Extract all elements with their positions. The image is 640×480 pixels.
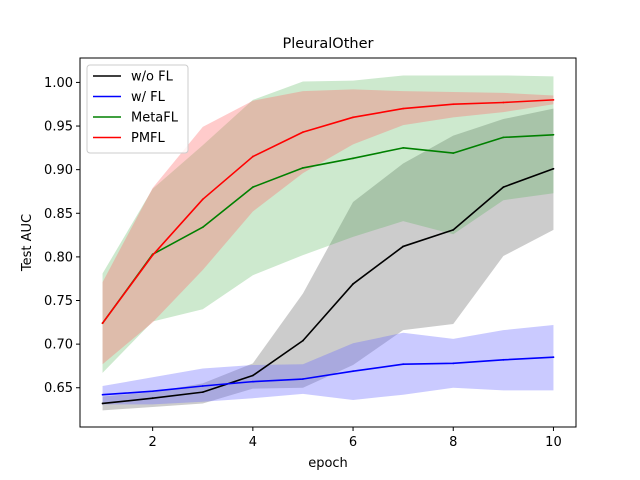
y-tick-label: 0.80 (44, 250, 73, 265)
point-w-fl-1 (101, 393, 104, 396)
line-metafl (101, 133, 554, 324)
point-pmfl-6 (352, 116, 354, 119)
point-w-fl-2 (151, 390, 154, 393)
y-tick-label: 0.90 (44, 163, 73, 178)
point-w-o-fl-10 (552, 167, 555, 170)
point-w-fl-8 (452, 362, 455, 365)
point-w-o-fl-4 (251, 374, 254, 377)
line-pmfl (101, 99, 554, 324)
y-tick-label: 0.65 (44, 381, 73, 396)
legend: w/o FL w/ FL MetaFL PMFL (86, 64, 189, 154)
point-metafl-4 (251, 186, 254, 189)
y-axis-ticks: 0.65 0.70 0.75 0.80 0.85 0.90 0.95 1.00 (44, 76, 80, 396)
point-metafl-8 (452, 152, 455, 154)
axes-frame (79, 57, 577, 428)
point-w-o-fl-6 (352, 283, 354, 285)
point-metafl-10 (552, 133, 555, 136)
point-pmfl-2 (151, 254, 154, 257)
x-tick-label: 8 (449, 435, 457, 450)
y-tick-label: 0.75 (44, 294, 73, 309)
line-w-fl (102, 356, 554, 396)
point-w-o-fl-7 (402, 245, 405, 248)
legend-label-w-o-fl: w/o FL (131, 70, 174, 85)
point-pmfl-7 (402, 107, 405, 110)
point-pmfl-9 (502, 101, 505, 104)
y-tick-label: 1.00 (44, 76, 73, 91)
point-w-o-fl-3 (201, 391, 204, 394)
point-pmfl-5 (302, 131, 304, 134)
x-tick-label: 2 (149, 435, 157, 450)
line-w-o-fl (102, 168, 554, 405)
legend-box (86, 64, 189, 154)
band-w-o-fl (102, 108, 554, 411)
point-pmfl-3 (201, 198, 204, 201)
point-metafl-7 (402, 146, 405, 149)
point-w-o-fl-9 (502, 186, 505, 189)
point-metafl-6 (352, 157, 354, 160)
point-w-fl-5 (302, 378, 304, 380)
legend-label-pmfl: PMFL (131, 131, 166, 146)
point-w-o-fl-5 (302, 339, 304, 342)
point-w-fl-3 (201, 385, 204, 387)
point-metafl-3 (201, 226, 204, 229)
legend-label-w-fl: w/ FL (131, 90, 166, 105)
band-pmfl (102, 89, 554, 365)
y-tick-label: 0.70 (44, 338, 73, 353)
point-w-fl-6 (352, 370, 354, 373)
series-lines (101, 98, 555, 405)
x-axis-ticks: 2 4 6 8 10 (149, 427, 562, 450)
y-tick-label: 0.95 (44, 120, 73, 135)
point-pmfl-10 (552, 98, 555, 101)
legend-label-metafl: MetaFL (131, 111, 179, 126)
chart-title: PleuralOther (283, 36, 374, 52)
y-axis-label: Test AUC (20, 214, 35, 272)
point-metafl-5 (302, 167, 304, 169)
point-w-fl-9 (502, 358, 505, 361)
x-axis-label: epoch (308, 456, 348, 471)
y-tick-label: 0.85 (44, 207, 73, 222)
x-tick-label: 10 (545, 435, 562, 450)
point-pmfl-1 (101, 322, 104, 325)
point-w-fl-4 (251, 380, 254, 383)
x-tick-label: 4 (249, 435, 257, 450)
point-w-o-fl-8 (452, 228, 455, 231)
band-metafl (102, 75, 554, 373)
point-w-o-fl-1 (101, 402, 104, 405)
point-pmfl-8 (452, 103, 455, 106)
point-w-fl-10 (552, 356, 555, 359)
point-w-o-fl-2 (151, 397, 154, 400)
point-metafl-9 (502, 136, 505, 139)
point-pmfl-4 (251, 155, 254, 158)
x-tick-label: 6 (349, 435, 357, 450)
point-w-fl-7 (402, 363, 405, 366)
